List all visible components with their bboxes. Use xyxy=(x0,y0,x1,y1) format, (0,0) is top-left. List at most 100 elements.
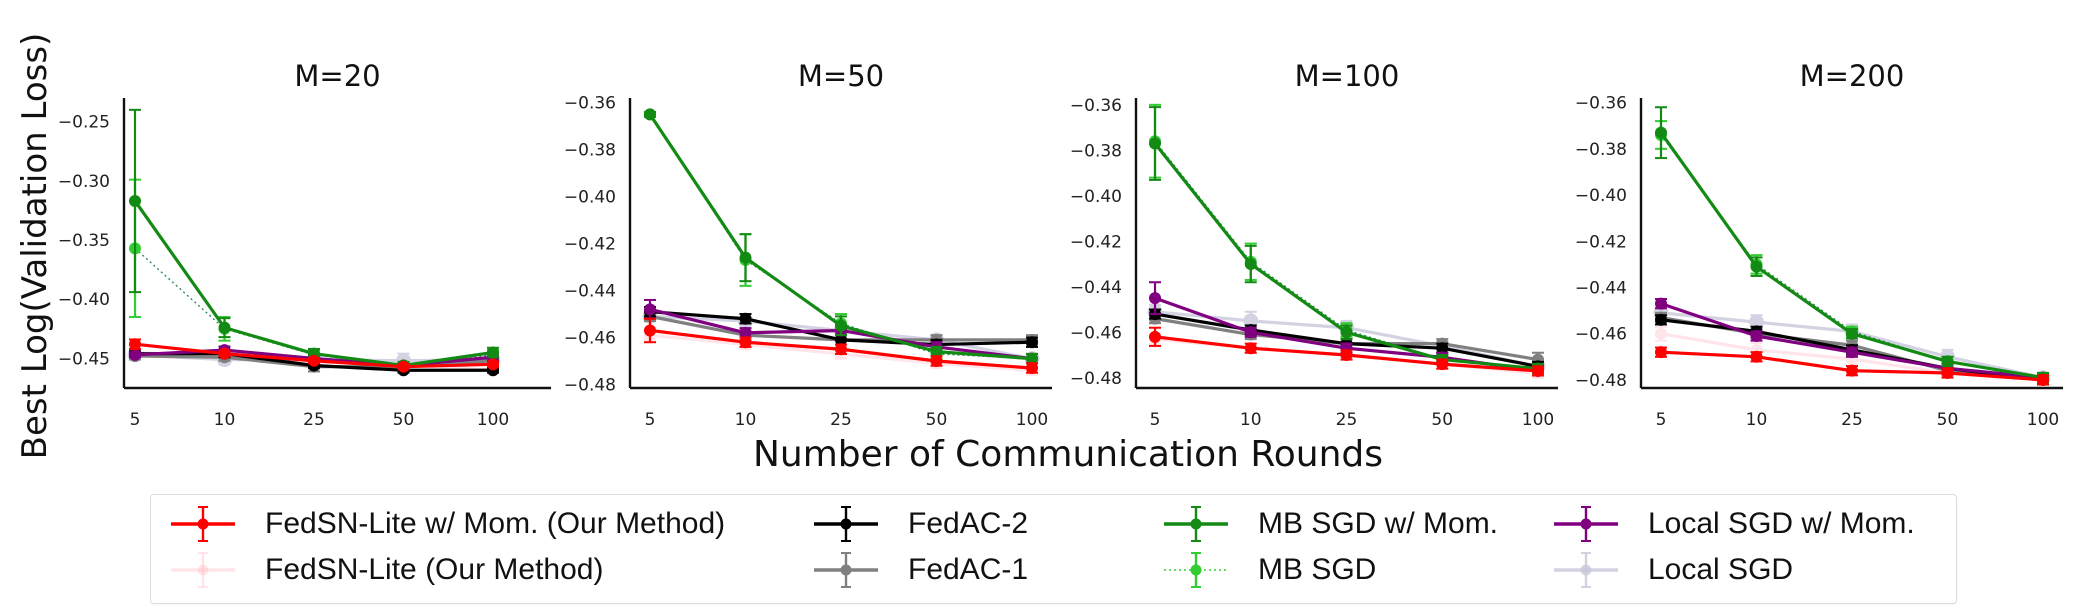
x-tick-label: 50 xyxy=(1937,410,1959,430)
series-mbsgd-mom xyxy=(644,108,1038,365)
legend-item-fedsn-mom: FedSN-Lite w/ Mom. (Our Method) xyxy=(163,501,725,547)
data-point xyxy=(1655,346,1667,359)
data-point xyxy=(397,360,410,373)
data-point xyxy=(930,345,943,358)
data-point xyxy=(1244,258,1257,271)
data-point xyxy=(835,343,847,356)
data-point xyxy=(218,347,231,360)
legend-label: FedSN-Lite (Our Method) xyxy=(265,553,604,586)
data-point xyxy=(1655,327,1667,340)
y-tick-label: −0.40 xyxy=(1575,186,1627,206)
data-point xyxy=(1149,330,1161,343)
x-tick-label: 10 xyxy=(1240,410,1262,430)
legend-label: MB SGD xyxy=(1258,553,1377,586)
x-tick-label: 100 xyxy=(477,410,509,430)
data-point xyxy=(1846,346,1858,359)
series-mbsgd xyxy=(129,178,499,372)
y-tick-label: −0.35 xyxy=(58,231,110,251)
y-axis-label: Best Log(Validation Loss) xyxy=(15,33,55,460)
x-tick-label: 50 xyxy=(1431,410,1453,430)
data-point xyxy=(1750,260,1763,273)
data-point xyxy=(644,324,656,337)
y-tick-label: −0.48 xyxy=(1070,369,1122,389)
y-tick-label: −0.40 xyxy=(58,290,110,310)
legend-marker-icon xyxy=(1164,506,1228,542)
y-tick-label: −0.36 xyxy=(1070,96,1122,116)
y-tick-label: −0.46 xyxy=(1070,323,1122,343)
y-tick-label: −0.42 xyxy=(1070,232,1122,252)
data-point xyxy=(930,354,943,367)
y-tick-label: −0.46 xyxy=(564,329,616,349)
data-point xyxy=(1436,358,1449,371)
data-point xyxy=(1244,342,1257,355)
data-point xyxy=(1655,313,1667,326)
data-point xyxy=(1436,342,1449,355)
y-tick-label: −0.44 xyxy=(1070,278,1122,298)
x-tick-label: 10 xyxy=(214,410,236,430)
legend-marker-icon xyxy=(1554,552,1618,588)
legend-label: MB SGD w/ Mom. xyxy=(1258,507,1499,540)
x-tick-label: 5 xyxy=(1150,410,1161,430)
data-point xyxy=(308,354,320,367)
series-mbsgd-mom xyxy=(129,108,499,372)
y-tick-label: −0.45 xyxy=(58,349,110,369)
legend-item-mbsgd-mom: MB SGD w/ Mom. xyxy=(1156,501,1498,547)
legend-label: Local SGD xyxy=(1648,553,1794,586)
data-point xyxy=(739,326,752,339)
y-tick-label: −0.42 xyxy=(1575,232,1627,252)
y-tick-label: −0.40 xyxy=(564,188,616,208)
x-tick-label: 10 xyxy=(1746,410,1768,430)
data-point xyxy=(1026,352,1038,365)
y-tick-label: −0.48 xyxy=(564,375,616,395)
data-point xyxy=(1941,366,1954,379)
x-tick-label: 5 xyxy=(130,410,141,430)
subplot-m-50: M=50 −0.36 −0.38 −0.40 −0.42 −0.44 −0.46 −0.48 5… xyxy=(564,59,1052,430)
y-tick-label: −0.36 xyxy=(564,94,616,114)
y-tick-label: −0.42 xyxy=(564,235,616,255)
data-point xyxy=(1655,126,1667,139)
x-tick-label: 100 xyxy=(2027,410,2059,430)
series-line xyxy=(133,200,494,368)
y-tick-label: −0.48 xyxy=(1575,371,1627,391)
legend-item-local-mom: Local SGD w/ Mom. xyxy=(1546,501,1915,547)
x-tick-label: 100 xyxy=(1522,410,1554,430)
y-tick-label: −0.38 xyxy=(564,141,616,161)
data-point xyxy=(218,321,231,334)
series-fedsn-mom xyxy=(1655,346,2049,386)
legend-marker-icon xyxy=(171,552,235,588)
data-point xyxy=(1750,330,1763,343)
data-point xyxy=(1340,326,1353,339)
y-tick-label: −0.38 xyxy=(1575,140,1627,160)
subplot-title: M=50 xyxy=(798,59,884,93)
series-fedsn-mom xyxy=(1149,326,1544,377)
data-point xyxy=(1655,297,1667,310)
legend-marker-icon xyxy=(171,506,235,542)
series-line xyxy=(134,247,494,367)
subplot-m-100: M=100 −0.36 −0.38 −0.40 −0.42 −0.44 −0.46 −0.48… xyxy=(1070,59,1558,430)
data-point xyxy=(1340,349,1353,362)
x-tick-label: 25 xyxy=(1841,410,1863,430)
subplot-m-200: M=200 −0.36 −0.38 −0.40 −0.42 −0.44 −0.46 −0.48… xyxy=(1575,59,2063,430)
y-tick-label: −0.44 xyxy=(564,282,616,302)
data-point xyxy=(1149,137,1161,150)
x-tick-label: 50 xyxy=(926,410,948,430)
data-point xyxy=(1941,355,1954,368)
y-tick-label: −0.25 xyxy=(58,113,110,133)
subplot-title: M=200 xyxy=(1800,59,1905,93)
x-tick-label: 5 xyxy=(645,410,656,430)
x-tick-label: 100 xyxy=(1016,410,1048,430)
legend-marker-icon xyxy=(814,506,878,542)
data-point xyxy=(129,194,141,207)
legend-marker-icon xyxy=(1554,506,1618,542)
data-point xyxy=(739,312,752,325)
y-tick-label: −0.30 xyxy=(58,172,110,192)
figure: Best Log(Validation Loss) Number of Comm… xyxy=(15,33,2063,475)
subplot-m-20: M=20 −0.25 −0.30 −0.35 −0.40 −0.45 5 10 25 50 100 xyxy=(58,59,551,430)
x-tick-label: 5 xyxy=(1656,410,1667,430)
data-point xyxy=(835,333,847,346)
legend-label: FedSN-Lite w/ Mom. (Our Method) xyxy=(265,507,726,540)
y-tick-label: −0.46 xyxy=(1575,325,1627,345)
legend-label: FedAC-1 xyxy=(908,553,1029,586)
data-point xyxy=(129,348,141,361)
data-point xyxy=(644,108,656,121)
